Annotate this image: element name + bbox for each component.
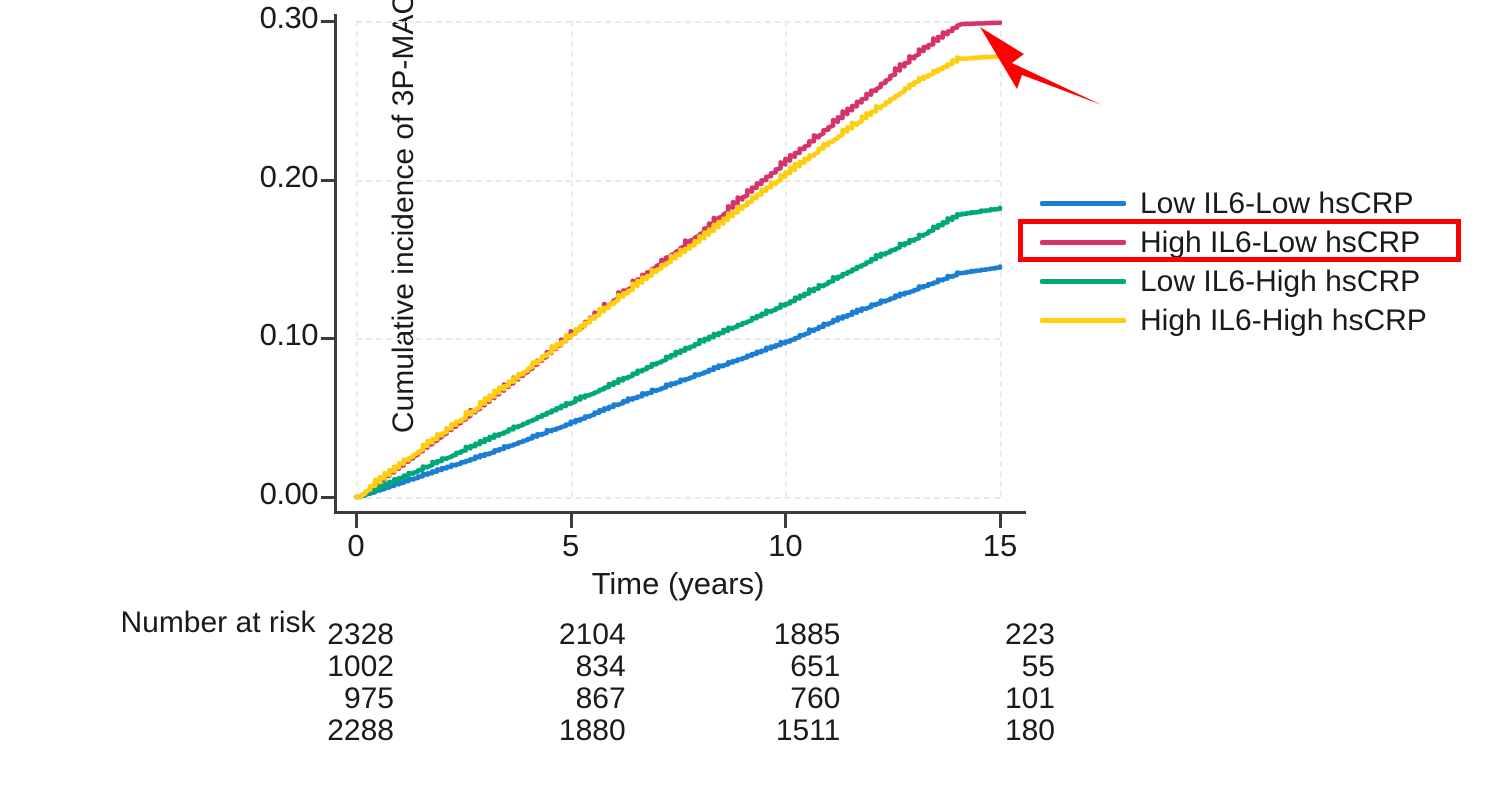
risk-table-row: High IL6-High hsCRP228818801511180	[0, 714, 1055, 747]
risk-cell: 2104	[558, 618, 626, 651]
legend-item-2[interactable]: Low IL6-High hsCRP	[1040, 262, 1470, 301]
x-axis-line	[334, 511, 1026, 514]
x-axis-label: Time (years)	[591, 566, 765, 601]
legend-item-label: High IL6-High hsCRP	[1140, 303, 1427, 337]
x-tick-mark	[569, 513, 573, 528]
x-tick-label: 10	[768, 528, 803, 563]
legend-item-3[interactable]: High IL6-High hsCRP	[1040, 301, 1470, 340]
y-tick-mark	[321, 496, 335, 499]
x-tick-label: 15	[982, 528, 1018, 563]
y-axis-line	[334, 14, 337, 514]
number-at-risk-table: Number at risk Low IL6-Low hsCRP23282104…	[0, 606, 1055, 747]
y-tick-label: 0.10	[259, 317, 319, 353]
risk-cell: 223	[1004, 618, 1055, 651]
curve-low-il6-low-hscrp	[353, 264, 1003, 500]
legend: Low IL6-Low hsCRP High IL6-Low hsCRP Low I…	[1040, 184, 1470, 340]
risk-table-title: Number at risk	[120, 606, 316, 639]
y-tick-mark	[321, 20, 335, 23]
legend-item-0[interactable]: Low IL6-Low hsCRP	[1040, 184, 1470, 223]
risk-table-row: Low IL6-High hsCRP975867760101	[0, 682, 1055, 715]
gridline-horizontal	[356, 21, 1000, 24]
risk-table-row: High IL6-Low hsCRP100283465155	[0, 650, 1055, 683]
risk-cell: 1002	[327, 650, 394, 683]
y-tick-label: 0.00	[259, 476, 319, 511]
risk-table-rows: Low IL6-Low hsCRP232821041885223High IL6…	[0, 618, 1055, 747]
risk-cell: 760	[790, 682, 841, 715]
y-tick-label-wrap: 0.30	[0, 0, 319, 36]
y-tick-label-wrap: 0.00	[0, 476, 319, 512]
y-axis-label-host: Cumulative incidence of 3P-MACE	[174, 0, 420, 520]
red-arrow-annotation-icon	[980, 27, 1102, 105]
x-tick-mark	[784, 513, 788, 528]
curve-low-il6-high-hscrp	[353, 205, 1003, 500]
x-tick-mark	[999, 513, 1002, 528]
x-tick-mark	[355, 513, 358, 528]
risk-cell: 651	[790, 650, 841, 683]
gridline-horizontal	[356, 497, 1000, 500]
risk-cell: 867	[575, 682, 626, 715]
gridline-vertical	[570, 21, 574, 497]
risk-table-row: Low IL6-Low hsCRP232821041885223	[0, 618, 1055, 651]
gridline-horizontal	[356, 338, 1000, 341]
x-tick-label: 0	[347, 528, 365, 563]
legend-color-swatch	[1040, 240, 1126, 245]
y-tick-label-wrap: 0.20	[0, 158, 319, 195]
y-tick-label-wrap: 0.10	[0, 317, 319, 353]
risk-cell: 975	[343, 682, 394, 715]
gridline-horizontal	[356, 179, 1000, 183]
risk-cell: 55	[1021, 650, 1055, 683]
y-tick-label: 0.20	[259, 158, 319, 194]
y-tick-label: 0.30	[259, 0, 319, 35]
y-tick-mark	[321, 178, 335, 182]
risk-cell: 101	[1004, 682, 1055, 715]
legend-color-swatch	[1040, 318, 1126, 323]
risk-cell: 2288	[327, 714, 394, 747]
legend-item-label: Low IL6-Low hsCRP	[1140, 186, 1414, 220]
legend-item-label: Low IL6-High hsCRP	[1140, 264, 1421, 298]
legend-item-1[interactable]: High IL6-Low hsCRP	[1040, 223, 1470, 262]
risk-cell: 1511	[775, 714, 841, 747]
legend-color-swatch	[1040, 201, 1126, 206]
gridline-vertical	[356, 21, 359, 497]
legend-color-swatch	[1040, 279, 1126, 284]
risk-cell: 180	[1004, 714, 1055, 747]
legend-item-label: High IL6-Low hsCRP	[1140, 225, 1421, 259]
legend-highlight-box	[1018, 219, 1461, 262]
risk-cell: 834	[575, 650, 626, 683]
risk-cell: 1880	[558, 714, 626, 747]
curve-group	[353, 20, 1003, 500]
gridline-vertical	[1000, 21, 1003, 497]
x-tick-label: 5	[562, 528, 580, 563]
plot-area	[353, 20, 1003, 500]
gridline-vertical	[785, 21, 788, 497]
curve-high-il6-high-hscrp	[353, 53, 1003, 500]
y-tick-mark	[321, 337, 335, 341]
risk-cell: 1885	[773, 618, 841, 651]
risk-cell: 2328	[327, 618, 394, 651]
